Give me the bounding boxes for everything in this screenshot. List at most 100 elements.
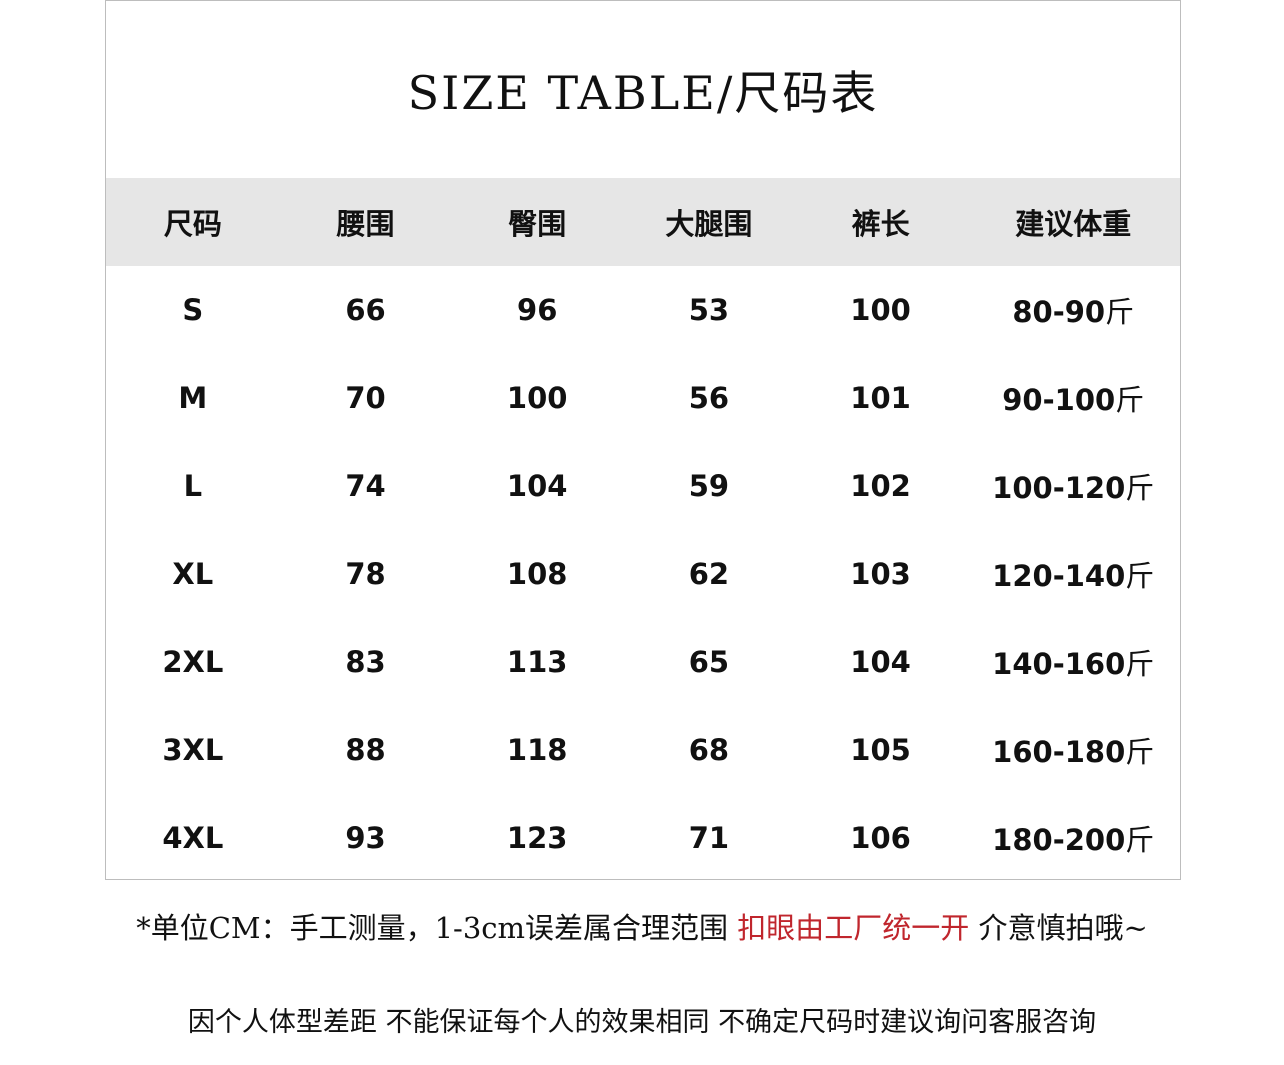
cell-value: 68	[688, 733, 730, 767]
weight-unit: 斤	[1125, 559, 1155, 593]
table-row: 3XL 88 118 68 105 160-180斤	[106, 706, 1180, 794]
table-cell: 118	[451, 733, 623, 767]
column-header: 臀围	[508, 207, 567, 241]
table-cell: 180-200斤	[966, 817, 1180, 859]
column-header: 裤长	[851, 207, 910, 241]
cell-value: 88	[345, 733, 386, 767]
table-cell: 100	[451, 381, 623, 415]
cell-value: 2XL	[162, 645, 224, 679]
cell-value: 123	[506, 821, 568, 855]
table-cell: 102	[795, 469, 967, 503]
table-cell: 65	[623, 645, 795, 679]
table-cell: 74	[280, 469, 452, 503]
cell-value: S	[182, 293, 204, 327]
table-cell: 93	[280, 821, 452, 855]
table-cell: 53	[623, 293, 795, 327]
cell-value: 96	[517, 293, 558, 327]
cell-value: 4XL	[162, 821, 224, 855]
table-row: L 74 104 59 102 100-120斤	[106, 442, 1180, 530]
table-cell: M	[106, 381, 280, 415]
table-cell: 100-120斤	[966, 465, 1180, 507]
table-cell: 103	[795, 557, 967, 591]
cell-value: 74	[345, 469, 386, 503]
cell-value: 70	[345, 381, 386, 415]
table-cell: 104	[451, 469, 623, 503]
table-cell: 56	[623, 381, 795, 415]
table-cell: 71	[623, 821, 795, 855]
cell-value: 3XL	[162, 733, 224, 767]
table-cell: 66	[280, 293, 452, 327]
table-cell: 160-180斤	[966, 729, 1180, 771]
cell-value: 80-90	[1012, 295, 1106, 329]
cell-value: M	[178, 381, 208, 415]
cell-value: 53	[688, 293, 730, 327]
cell-value: 62	[688, 557, 730, 591]
weight-unit: 斤	[1115, 383, 1145, 417]
cell-value: 65	[688, 645, 730, 679]
table-cell: 3XL	[106, 733, 280, 767]
measurement-note: *单位CM：手工测量，1-3cm误差属合理范围 扣眼由工厂统一开 介意慎拍哦~	[0, 905, 1284, 947]
cell-value: 140-160	[992, 647, 1126, 681]
column-header: 尺码	[163, 207, 222, 241]
table-cell: 80-90斤	[966, 289, 1180, 331]
table-cell: 2XL	[106, 645, 280, 679]
cell-value: 105	[850, 733, 911, 767]
cell-value: 100-120	[992, 471, 1126, 505]
weight-unit: 斤	[1125, 735, 1155, 769]
table-cell: 96	[451, 293, 623, 327]
cell-value: 101	[850, 381, 911, 415]
table-cell: 4XL	[106, 821, 280, 855]
cell-value: 104	[506, 469, 568, 503]
cell-value: L	[183, 469, 203, 503]
table-cell: 105	[795, 733, 967, 767]
table-row: S 66 96 53 100 80-90斤	[106, 266, 1180, 354]
weight-unit: 斤	[1125, 647, 1155, 681]
column-header: 建议体重	[1015, 207, 1132, 241]
table-cell: 108	[451, 557, 623, 591]
cell-value: 118	[506, 733, 568, 767]
column-header: 腰围	[336, 207, 395, 241]
weight-unit: 斤	[1125, 823, 1155, 857]
table-cell: 78	[280, 557, 452, 591]
cell-value: 102	[850, 469, 911, 503]
table-cell: 70	[280, 381, 452, 415]
table-row: 4XL 93 123 71 106 180-200斤	[106, 794, 1180, 882]
table-cell: 106	[795, 821, 967, 855]
weight-unit: 斤	[1125, 471, 1155, 505]
cell-value: 108	[506, 557, 568, 591]
cell-value: 106	[850, 821, 911, 855]
cell-value: 90-100	[1002, 383, 1116, 417]
table-cell: 123	[451, 821, 623, 855]
table-cell: L	[106, 469, 280, 503]
cell-value: 120-140	[992, 559, 1126, 593]
cell-value: 180-200	[992, 823, 1126, 857]
table-cell: 120-140斤	[966, 553, 1180, 595]
size-table: SIZE TABLE/尺码表 尺码 腰围 臀围 大腿围 裤长 建议体重 S 66 96 53 10…	[105, 0, 1181, 880]
column-header: 大腿围	[665, 207, 753, 241]
table-header: 尺码 腰围 臀围 大腿围 裤长 建议体重	[106, 178, 1180, 266]
cell-value: 100	[506, 381, 568, 415]
table-row: XL 78 108 62 103 120-140斤	[106, 530, 1180, 618]
cell-value: 59	[688, 469, 730, 503]
cell-value: XL	[172, 557, 214, 591]
cell-value: 104	[850, 645, 911, 679]
table-cell: 90-100斤	[966, 377, 1180, 419]
cell-value: 66	[345, 293, 386, 327]
table-cell: 101	[795, 381, 967, 415]
cell-value: 71	[688, 821, 730, 855]
table-cell: 59	[623, 469, 795, 503]
table-cell: S	[106, 293, 280, 327]
fit-disclaimer: 因个人体型差距 不能保证每个人的效果相同 不确定尺码时建议询问客服咨询	[187, 1007, 1097, 1038]
cell-value: 103	[850, 557, 911, 591]
table-cell: 100	[795, 293, 967, 327]
table-row: M 70 100 56 101 90-100斤	[106, 354, 1180, 442]
cell-value: 93	[345, 821, 386, 855]
table-cell: 140-160斤	[966, 641, 1180, 683]
table-cell: 104	[795, 645, 967, 679]
table-row: 2XL 83 113 65 104 140-160斤	[106, 618, 1180, 706]
note-text: *单位CM：手工测量，1-3cm误差属合理范围	[136, 911, 738, 945]
table-cell: 62	[623, 557, 795, 591]
cell-value: 83	[345, 645, 386, 679]
cell-value: 113	[506, 645, 568, 679]
table-cell: XL	[106, 557, 280, 591]
